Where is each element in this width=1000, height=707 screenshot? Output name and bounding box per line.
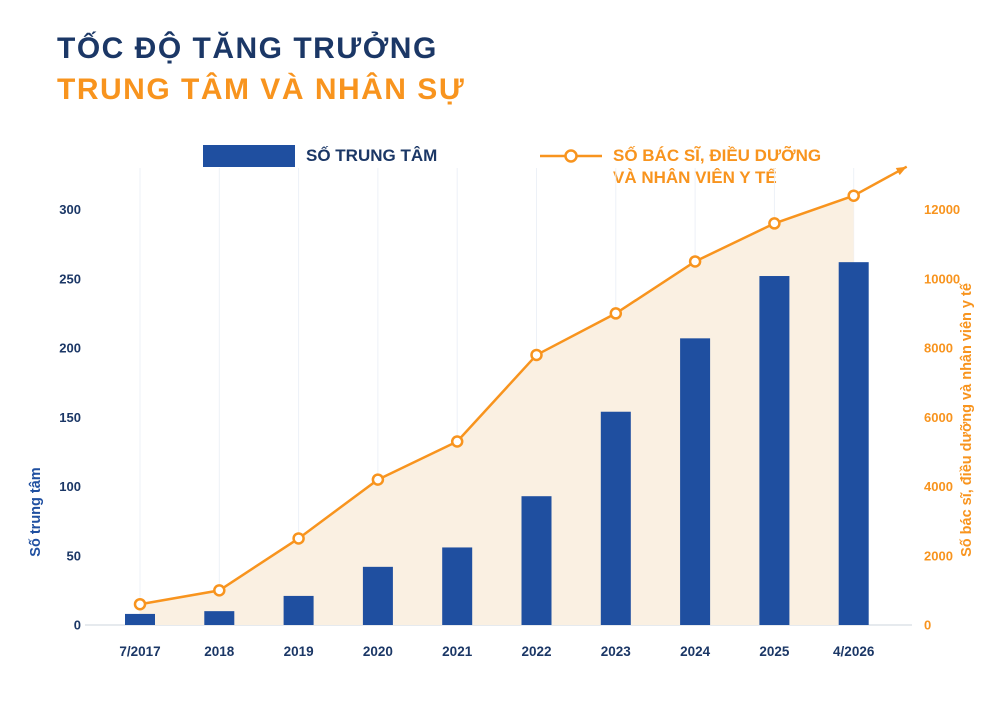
left-axis-tick-label: 250 xyxy=(59,271,81,286)
right-axis-tick-label: 12000 xyxy=(924,202,960,217)
x-axis-label: 2022 xyxy=(521,644,551,659)
area-fill xyxy=(140,195,854,626)
legend-item-staff: SỐ BÁC SĨ, ĐIỀU DƯỠNG VÀ NHÂN VIÊN Y TẾ xyxy=(540,145,821,189)
bar xyxy=(125,613,155,625)
x-axis-label: 2018 xyxy=(204,644,235,659)
right-axis-tick-label: 0 xyxy=(924,618,931,633)
right-axis-tick-label: 2000 xyxy=(924,548,953,563)
x-axis-label: 7/2017 xyxy=(119,644,160,659)
bar xyxy=(442,547,473,625)
line-marker xyxy=(292,532,305,545)
x-axis-label: 2025 xyxy=(759,644,790,659)
left-axis-tick-label: 200 xyxy=(59,341,81,356)
title-line-1: TỐC ĐỘ TĂNG TRƯỞNG xyxy=(57,32,438,65)
x-axis-label: 4/2026 xyxy=(833,644,875,659)
x-axis-label: 2024 xyxy=(680,644,711,659)
line-marker xyxy=(609,307,623,320)
trend-arrow-head xyxy=(895,166,907,176)
bar xyxy=(600,411,631,625)
line-marker xyxy=(450,435,464,448)
bar xyxy=(759,276,790,625)
x-axis-label: 2021 xyxy=(442,644,473,659)
bar xyxy=(362,566,393,625)
line-marker xyxy=(371,473,385,486)
x-axis-label: 2023 xyxy=(601,644,632,659)
bar xyxy=(204,611,235,625)
left-axis-tick-label: 50 xyxy=(67,548,81,563)
right-axis-tick-label: 6000 xyxy=(924,410,953,425)
page-title: TỐC ĐỘ TĂNG TRƯỞNG TRUNG TÂM VÀ NHÂN SỰ xyxy=(57,32,465,107)
line-marker xyxy=(530,348,543,362)
line-legend-swatch xyxy=(540,145,602,167)
legend-label-centers: SỐ TRUNG TÂM xyxy=(306,146,438,165)
bar xyxy=(521,496,552,625)
x-axis-label: 2020 xyxy=(363,644,393,659)
line-marker xyxy=(688,255,702,268)
legend-label-staff-line1: SỐ BÁC SĨ, ĐIỀU DƯỠNG xyxy=(613,146,822,165)
right-axis-tick-label: 8000 xyxy=(924,341,953,356)
bar-legend-swatch xyxy=(203,145,295,167)
bar xyxy=(283,595,314,625)
line-series xyxy=(139,194,855,606)
legend-label-staff: SỐ BÁC SĨ, ĐIỀU DƯỠNG VÀ NHÂN VIÊN Y TẾ xyxy=(613,145,821,189)
x-axis-label: 2019 xyxy=(284,644,314,659)
left-axis-tick-label: 150 xyxy=(59,410,81,425)
bar xyxy=(680,338,711,625)
line-marker xyxy=(847,189,860,202)
right-axis-tick-label: 4000 xyxy=(924,479,953,494)
line-marker xyxy=(768,217,781,230)
right-axis-tick-label: 10000 xyxy=(924,271,960,286)
line-marker xyxy=(133,597,147,611)
left-axis-tick-label: 100 xyxy=(59,479,81,494)
legend-item-centers: SỐ TRUNG TÂM xyxy=(203,145,437,167)
left-axis-tick-label: 300 xyxy=(59,202,81,217)
left-axis-tick-label: 0 xyxy=(74,618,81,633)
line-marker xyxy=(213,584,226,597)
bar xyxy=(838,262,869,625)
title-line-2: TRUNG TÂM VÀ NHÂN SỰ xyxy=(57,73,466,106)
